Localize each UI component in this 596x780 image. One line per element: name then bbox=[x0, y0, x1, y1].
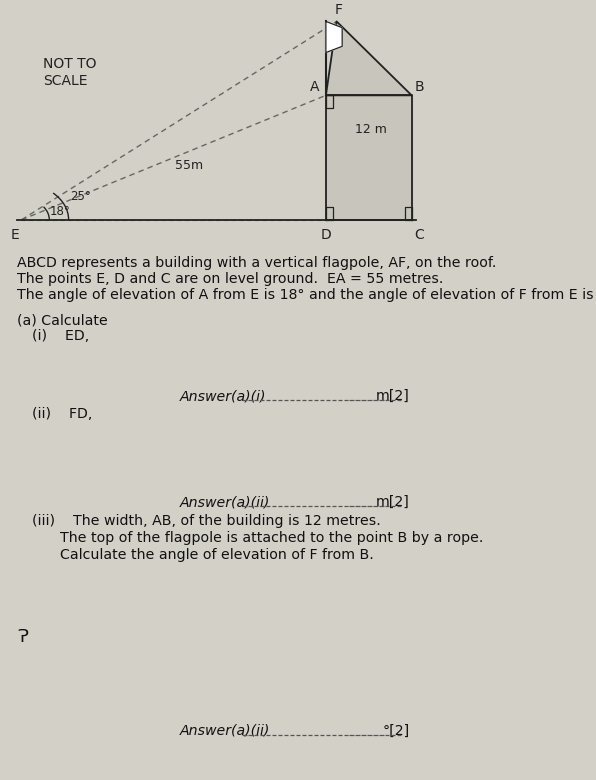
Text: (a) Calculate: (a) Calculate bbox=[17, 314, 108, 328]
Polygon shape bbox=[326, 95, 412, 220]
Text: The points E, D and C are on level ground.  EA = 55 metres.: The points E, D and C are on level groun… bbox=[17, 272, 443, 285]
Text: (i)    ED,: (i) ED, bbox=[32, 329, 89, 343]
Text: The top of the flagpole is attached to the point B by a rope.: The top of the flagpole is attached to t… bbox=[60, 531, 483, 545]
Polygon shape bbox=[326, 21, 412, 95]
Text: Answer(a)(i): Answer(a)(i) bbox=[180, 389, 266, 403]
Text: °[2]: °[2] bbox=[383, 724, 409, 738]
Polygon shape bbox=[326, 21, 342, 52]
Text: SCALE: SCALE bbox=[43, 74, 88, 88]
Text: ABCD represents a building with a vertical flagpole, AF, on the roof.: ABCD represents a building with a vertic… bbox=[17, 256, 496, 270]
Text: Answer(a)(ii): Answer(a)(ii) bbox=[180, 495, 271, 509]
Text: Calculate the angle of elevation of F from B.: Calculate the angle of elevation of F fr… bbox=[60, 548, 374, 562]
Text: E: E bbox=[11, 229, 20, 243]
Text: Answer(a)(ii): Answer(a)(ii) bbox=[180, 724, 271, 738]
Text: 25°: 25° bbox=[70, 190, 91, 204]
Text: 55m: 55m bbox=[175, 159, 203, 172]
Text: Ɂ: Ɂ bbox=[17, 628, 28, 646]
Text: B: B bbox=[415, 80, 425, 94]
Text: A: A bbox=[309, 80, 319, 94]
Text: 12 m: 12 m bbox=[355, 122, 387, 136]
Text: m[2]: m[2] bbox=[375, 495, 409, 509]
Text: D: D bbox=[321, 229, 331, 243]
Text: m[2]: m[2] bbox=[375, 389, 409, 403]
Text: (ii)    FD,: (ii) FD, bbox=[32, 407, 92, 421]
Text: NOT TO: NOT TO bbox=[43, 57, 97, 71]
Text: 18°: 18° bbox=[49, 205, 70, 218]
Text: The angle of elevation of A from E is 18° and the angle of elevation of F from E: The angle of elevation of A from E is 18… bbox=[17, 288, 596, 302]
Text: F: F bbox=[334, 2, 343, 16]
Text: (iii)    The width, AB, of the building is 12 metres.: (iii) The width, AB, of the building is … bbox=[32, 514, 381, 528]
Text: C: C bbox=[414, 229, 424, 243]
